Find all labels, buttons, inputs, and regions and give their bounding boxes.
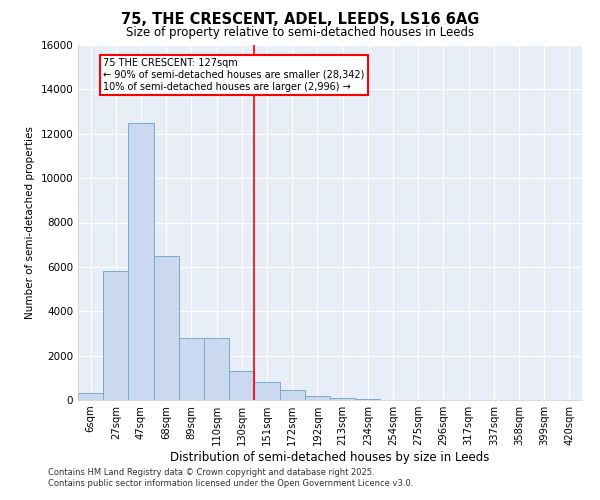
Bar bbox=[305, 396, 330, 400]
Bar bbox=[179, 338, 204, 400]
Text: 75 THE CRESCENT: 127sqm
← 90% of semi-detached houses are smaller (28,342)
10% o: 75 THE CRESCENT: 127sqm ← 90% of semi-de… bbox=[103, 58, 365, 92]
Bar bbox=[204, 338, 229, 400]
Bar bbox=[128, 122, 154, 400]
Bar bbox=[154, 256, 179, 400]
Bar bbox=[229, 371, 254, 400]
Y-axis label: Number of semi-detached properties: Number of semi-detached properties bbox=[25, 126, 35, 319]
Text: 75, THE CRESCENT, ADEL, LEEDS, LS16 6AG: 75, THE CRESCENT, ADEL, LEEDS, LS16 6AG bbox=[121, 12, 479, 28]
Bar bbox=[330, 398, 355, 400]
Bar bbox=[254, 382, 280, 400]
Text: Size of property relative to semi-detached houses in Leeds: Size of property relative to semi-detach… bbox=[126, 26, 474, 39]
Bar bbox=[78, 394, 103, 400]
X-axis label: Distribution of semi-detached houses by size in Leeds: Distribution of semi-detached houses by … bbox=[170, 451, 490, 464]
Bar bbox=[280, 390, 305, 400]
Bar bbox=[355, 399, 380, 400]
Text: Contains HM Land Registry data © Crown copyright and database right 2025.
Contai: Contains HM Land Registry data © Crown c… bbox=[48, 468, 413, 487]
Bar bbox=[103, 272, 128, 400]
